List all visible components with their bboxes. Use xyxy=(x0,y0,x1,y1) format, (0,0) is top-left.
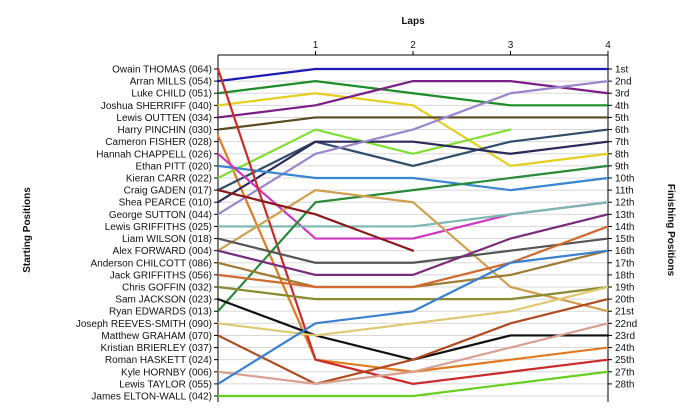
y-axis-title-right: Finishing Positions xyxy=(665,184,676,277)
series-line-4 xyxy=(216,80,610,119)
finishing-label: 4th xyxy=(615,101,629,112)
series-line-26 xyxy=(216,322,610,385)
finishing-label: 16th xyxy=(615,246,634,257)
series-line-24 xyxy=(216,285,610,337)
finishing-label: 10th xyxy=(615,174,634,185)
starting-label: Arran MILLS (054) xyxy=(130,77,212,88)
starting-label: Kristian BRIERLEY (037) xyxy=(100,343,212,354)
series-line-8 xyxy=(216,128,610,192)
finishing-label: 11th xyxy=(615,186,634,197)
x-axis-title: Laps xyxy=(401,16,425,27)
finishing-label: 1st xyxy=(615,65,629,76)
finishing-label: 14th xyxy=(615,222,634,233)
finishing-label: 8th xyxy=(615,149,629,160)
series-line-18 xyxy=(216,237,610,264)
series-line-11 xyxy=(216,164,610,192)
finishing-label: 5th xyxy=(615,113,629,124)
finishing-label: 3rd xyxy=(615,89,629,100)
finishing-label: 24th xyxy=(615,343,634,354)
starting-label: Matthew GRAHAM (070) xyxy=(101,331,212,342)
finishing-label: 19th xyxy=(615,283,634,294)
starting-label: Owain THOMAS (064) xyxy=(112,65,212,76)
starting-label: Kyle HORNBY (006) xyxy=(121,367,212,378)
finishing-label: 2nd xyxy=(615,77,632,88)
series-group xyxy=(216,67,610,398)
starting-label: Shea PEARCE (010) xyxy=(119,198,212,209)
starting-label: Hannah CHAPPELL (026) xyxy=(96,149,212,160)
series-line-19 xyxy=(216,213,610,276)
x-tick-label-3: 3 xyxy=(508,40,514,51)
finishing-label: 6th xyxy=(615,125,629,136)
series-line-2 xyxy=(216,80,610,107)
finishing-label: 28th xyxy=(615,379,634,390)
x-tick-label-1: 1 xyxy=(313,40,319,51)
finishing-label: 21st xyxy=(615,307,634,318)
starting-label: Alex FORWARD (004) xyxy=(113,246,212,257)
starting-label: Lewis GRIFFITHS (025) xyxy=(105,222,212,233)
series-line-25 xyxy=(216,298,610,385)
series-line-9 xyxy=(216,140,610,204)
series-line-28 xyxy=(216,370,610,398)
starting-label: Liam WILSON (018) xyxy=(122,234,212,245)
starting-label: Craig GADEN (017) xyxy=(124,186,212,197)
series-line-23 xyxy=(216,298,610,361)
finishing-label: 18th xyxy=(615,270,634,281)
starting-label: Ryan EDWARDS (013) xyxy=(109,307,212,318)
finishing-label: 17th xyxy=(615,258,634,269)
finishing-label: 7th xyxy=(615,137,629,148)
series-line-22 xyxy=(216,225,610,289)
series-line-27 xyxy=(216,249,610,385)
starting-label: Luke CHILD (051) xyxy=(131,89,212,100)
starting-label: Cameron FISHER (028) xyxy=(105,137,212,148)
starting-label: Harry PINCHIN (030) xyxy=(118,125,212,136)
finishing-label: 22nd xyxy=(615,319,637,330)
finishing-label: 12th xyxy=(615,198,634,209)
starting-label: Roman HASKETT (024) xyxy=(105,355,212,366)
starting-label: Joseph REEVES-SMITH (090) xyxy=(76,319,212,330)
series-line-13 xyxy=(216,201,610,228)
starting-label: Joshua SHERRIFF (040) xyxy=(101,101,212,112)
starting-labels: Owain THOMAS (064)Arran MILLS (054)Luke … xyxy=(76,65,218,403)
starting-label: Chris GOFFIN (032) xyxy=(122,283,212,294)
starting-label: Jack GRIFFITHS (056) xyxy=(110,270,212,281)
series-line-1 xyxy=(216,67,610,83)
finishing-label: 27th xyxy=(615,367,634,378)
series-line-17 xyxy=(216,189,415,252)
finishing-label: 23rd xyxy=(615,331,635,342)
finishing-label: 20th xyxy=(615,295,634,306)
series-line-21 xyxy=(216,285,610,301)
starting-label: James ELTON-WALL (042) xyxy=(91,392,212,403)
starting-label: George SUTTON (044) xyxy=(109,210,212,221)
finishing-label: 9th xyxy=(615,161,629,172)
starting-label: Anderson CHILCOTT (086) xyxy=(90,258,212,269)
finishing-label: 15th xyxy=(615,234,634,245)
x-tick-label-2: 2 xyxy=(410,40,416,51)
starting-label: Ethan PITT (020) xyxy=(135,161,212,172)
series-line-14 xyxy=(216,67,610,385)
starting-label: Sam JACKSON (023) xyxy=(115,295,212,306)
finishing-label: 13th xyxy=(615,210,634,221)
series-line-5 xyxy=(216,116,610,131)
finishing-labels: 1st2nd3rd4th5th6th7th8th9th10th11th12th1… xyxy=(608,65,637,390)
x-tick-label-4: 4 xyxy=(605,40,611,51)
starting-label: Lewis TAYLOR (055) xyxy=(119,379,212,390)
starting-label: Kieran CARR (022) xyxy=(126,174,212,185)
x-ticks: 1 2 3 4 xyxy=(313,40,611,55)
series-line-3 xyxy=(216,92,610,167)
starting-label: Lewis OUTTEN (034) xyxy=(116,113,212,124)
finishing-label: 25th xyxy=(615,355,634,366)
y-axis-title-left: Starting Positions xyxy=(22,187,33,273)
series-line-15 xyxy=(216,164,610,313)
